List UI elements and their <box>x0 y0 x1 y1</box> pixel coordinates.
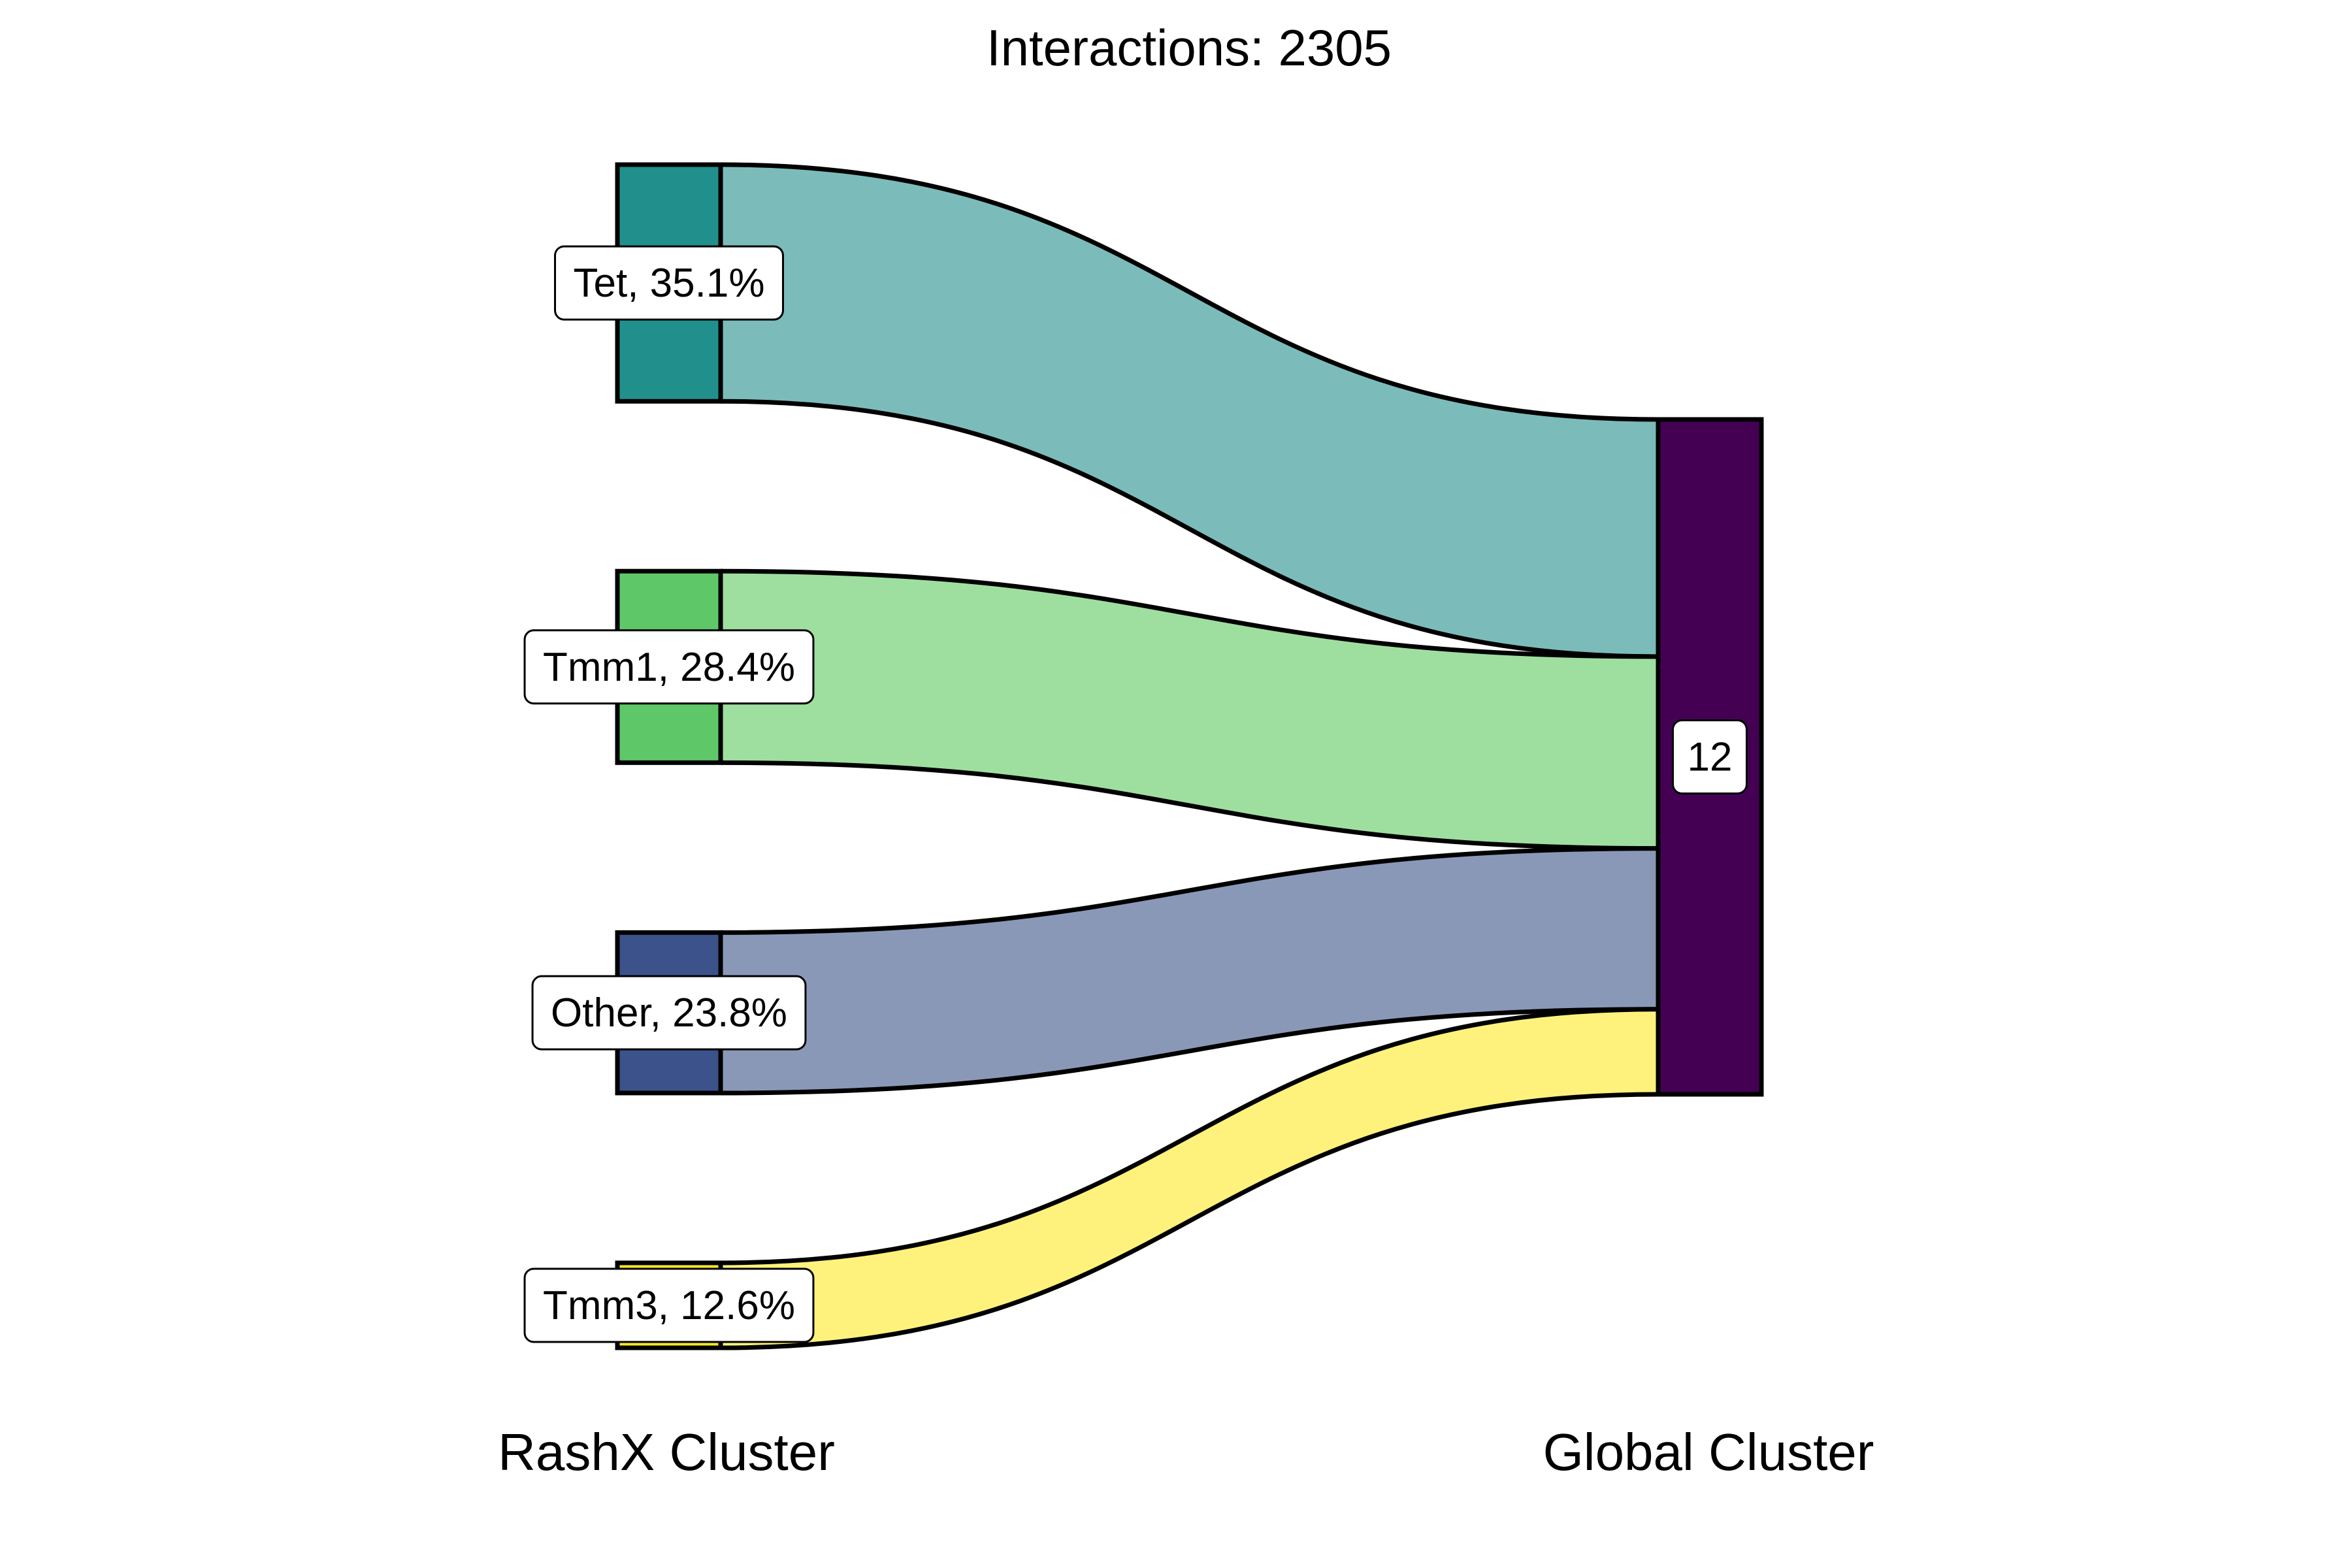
source-label-tmm1-text: Tmm1, 28.4% <box>543 645 795 690</box>
flow-edge-bottom-tmm1 <box>720 760 1659 851</box>
source-label-tet: Tet, 35.1% <box>554 245 784 321</box>
flow-edge-bottom-tmm3 <box>720 1092 1659 1350</box>
flow-edge-top-tmm1 <box>720 568 1659 659</box>
stage-label-right: Global Cluster <box>1543 1423 1874 1481</box>
flow-edge-top-tmm3 <box>720 1007 1659 1266</box>
source-label-tmm1: Tmm1, 28.4% <box>523 629 815 705</box>
source-label-tet-box <box>554 245 784 321</box>
flows-layer <box>720 162 1659 1350</box>
flow-edge-top-other <box>720 846 1659 935</box>
source-label-other-text: Other, 23.8% <box>551 990 787 1036</box>
flow-tet <box>721 165 1658 657</box>
source-label-other: Other, 23.8% <box>531 975 807 1051</box>
source-label-tmm3-box <box>523 1267 815 1343</box>
target-label-12-text: 12 <box>1688 735 1733 780</box>
labels-layer: Tet, 35.1% Tmm1, 28.4% Other, 23.8% Tmm3, 1… <box>523 245 1748 1343</box>
flow-tmm3 <box>721 1009 1658 1348</box>
flow-edge-bottom-other <box>720 1007 1659 1096</box>
flow-edge-bottom-tet <box>720 399 1659 659</box>
target-label-12: 12 <box>1672 719 1748 794</box>
flow-other <box>721 848 1658 1093</box>
flow-edge-top-tet <box>720 162 1659 422</box>
source-label-tmm1-box <box>523 629 815 705</box>
flow-tmm1 <box>721 571 1658 849</box>
target-label-12-box <box>1672 719 1748 794</box>
source-label-tmm3-text: Tmm3, 12.6% <box>543 1283 795 1328</box>
source-label-tmm3: Tmm3, 12.6% <box>523 1267 815 1343</box>
source-label-other-box <box>531 975 807 1051</box>
stage-label-left: RashX Cluster <box>498 1423 835 1481</box>
chart-title: Interactions: 2305 <box>987 19 1392 76</box>
source-label-tet-text: Tet, 35.1% <box>574 261 765 306</box>
